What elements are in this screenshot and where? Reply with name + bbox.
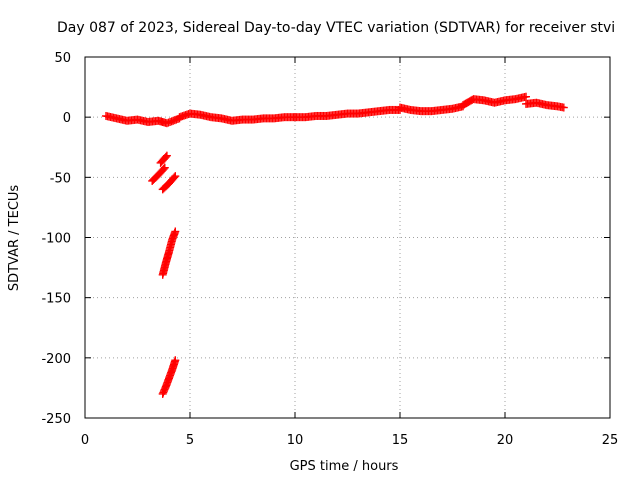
data-point — [171, 227, 180, 236]
x-tick-label: 20 — [497, 433, 514, 448]
axis-ticks: 0 5 10 15 20 25 50 0 -50 -100 -150 -200 -250 — [41, 51, 618, 448]
data-point — [161, 152, 170, 161]
y-tick-label: -150 — [41, 292, 71, 307]
x-tick-label: 10 — [287, 433, 304, 448]
data-point — [170, 173, 179, 182]
data-point — [171, 172, 180, 181]
x-axis-label: GPS time / hours — [290, 459, 399, 474]
chart-title: Day 087 of 2023, Sidereal Day-to-day VTE… — [57, 20, 615, 36]
y-tick-label: -50 — [50, 171, 71, 186]
y-tick-label: -200 — [41, 352, 71, 367]
x-tick-label: 0 — [81, 433, 89, 448]
data-point — [162, 151, 171, 160]
data-point — [559, 103, 568, 112]
data-point — [159, 164, 168, 173]
x-tick-label: 25 — [602, 433, 619, 448]
y-tick-label: 50 — [54, 51, 71, 66]
y-tick-label: 0 — [63, 111, 71, 126]
data-point — [522, 92, 530, 101]
data-point — [171, 356, 180, 365]
y-axis-label: SDTVAR / TECUs — [7, 185, 22, 292]
x-tick-label: 15 — [392, 433, 409, 448]
x-tick-label: 5 — [186, 433, 194, 448]
data-point — [160, 163, 169, 172]
y-tick-label: -100 — [41, 232, 71, 247]
y-tick-label: -250 — [41, 412, 71, 427]
data-points — [102, 92, 568, 398]
